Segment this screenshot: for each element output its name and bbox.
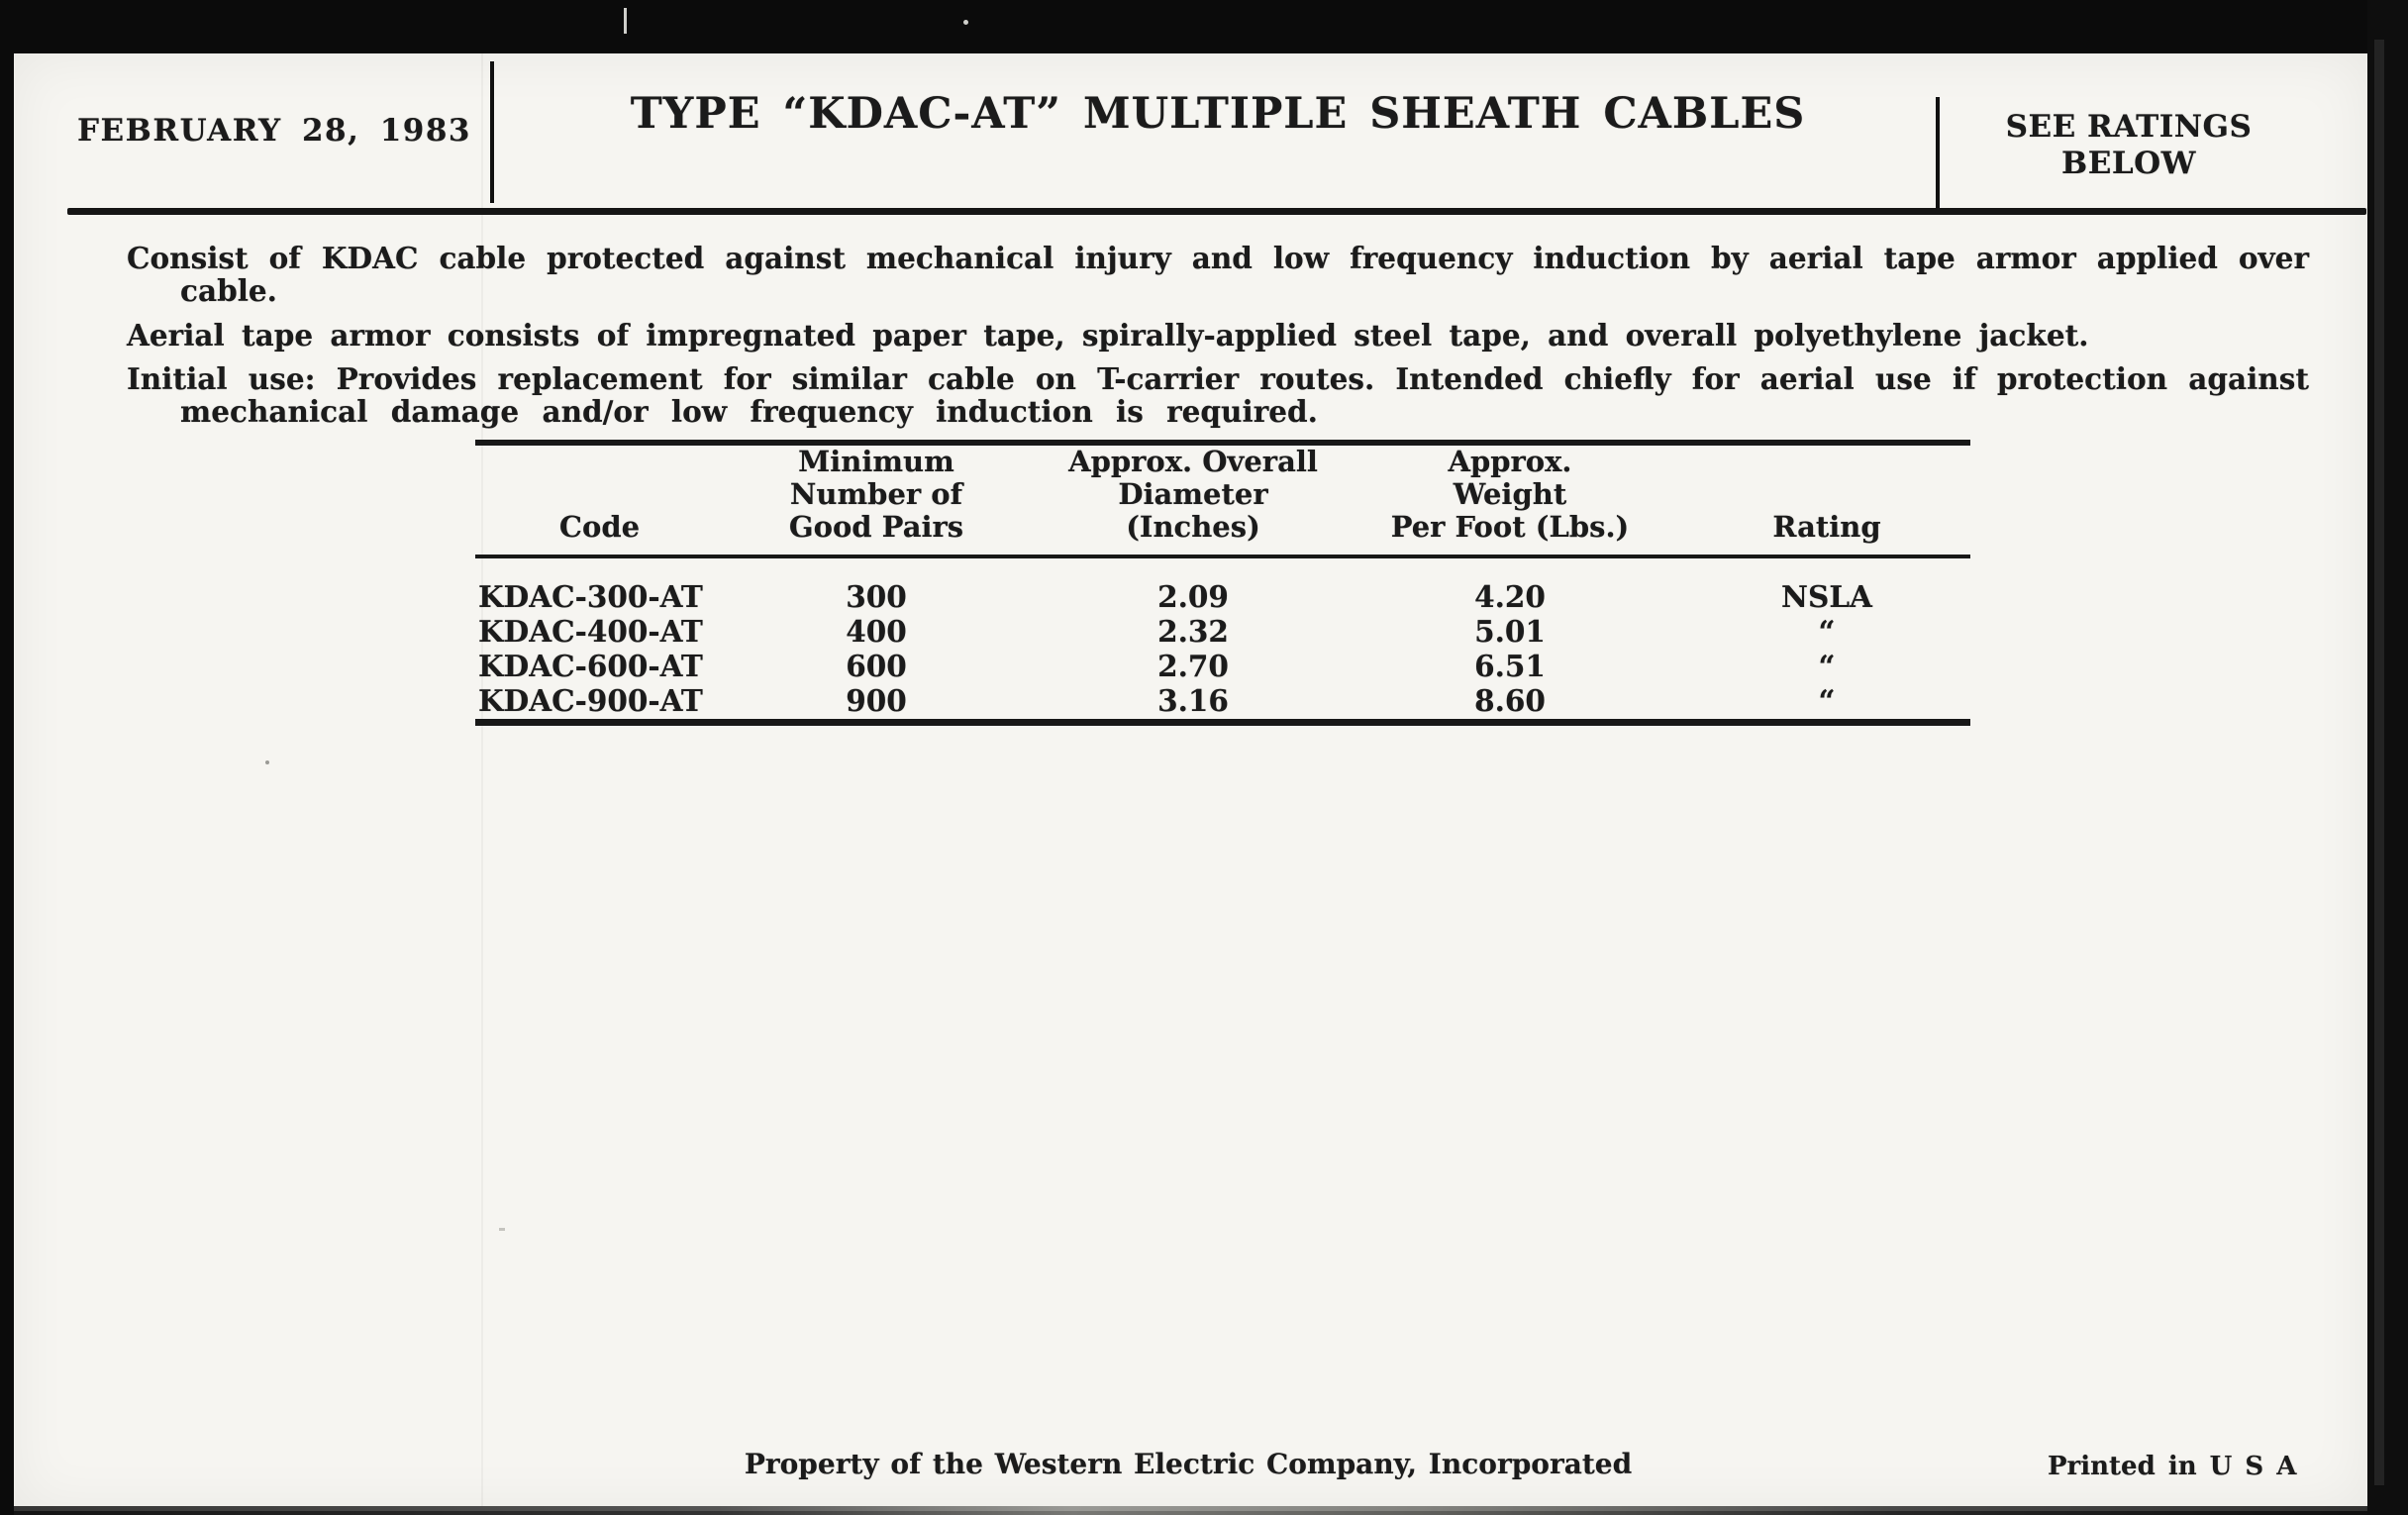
- scan-speck: [963, 20, 968, 25]
- table-rule-under-header: [475, 555, 1970, 558]
- scan-edge-right: [2367, 0, 2408, 1515]
- paragraph-description-line1: Consist of KDAC cable protected against …: [127, 241, 2309, 275]
- cell-code: KDAC-600-AT: [478, 649, 703, 683]
- cell-diameter: 3.16: [1157, 683, 1229, 718]
- cell-rating-ditto: “: [1818, 683, 1836, 718]
- cell-code: KDAC-400-AT: [478, 614, 703, 649]
- printed-in-usa: Printed in U S A: [2048, 1452, 2297, 1481]
- scan-speck: [265, 760, 269, 764]
- paragraph-description-line2: cable.: [180, 273, 277, 308]
- cell-rating-ditto: “: [1818, 649, 1836, 683]
- document-title: TYPE “KDAC-AT” MULTIPLE SHEATH CABLES: [630, 89, 1806, 139]
- table-rule-top: [475, 440, 1970, 446]
- cell-diameter: 2.32: [1157, 614, 1229, 649]
- table-rule-bottom: [475, 719, 1970, 726]
- cell-weight: 6.51: [1474, 649, 1546, 683]
- cell-rating-ditto: “: [1818, 614, 1836, 649]
- paragraph-initial-use-line2: mechanical damage and/or low frequency i…: [180, 394, 1318, 429]
- paragraph-armor: Aerial tape armor consists of impregnate…: [127, 318, 2089, 353]
- table-header-code: Code: [558, 510, 641, 544]
- table-header-rating: Rating: [1772, 510, 1881, 544]
- scan-edge-right-highlight: [2374, 40, 2384, 1485]
- table-header-diameter: Approx. Overall Diameter (Inches): [1068, 445, 1318, 544]
- ratings-note: SEE RATINGS BELOW: [2005, 109, 2253, 181]
- table-header-weight: Approx. Weight Per Foot (Lbs.): [1390, 445, 1630, 544]
- header-divider-left: [490, 61, 494, 203]
- table-header-good-pairs: Minimum Number of Good Pairs: [788, 445, 964, 544]
- property-notice: Property of the Western Electric Company…: [744, 1448, 1633, 1480]
- scan-speck: [499, 1228, 505, 1231]
- cell-code: KDAC-300-AT: [478, 579, 703, 614]
- cell-pairs: 900: [846, 683, 907, 718]
- cell-pairs: 600: [846, 649, 907, 683]
- header-divider-right: [1936, 97, 1940, 215]
- document-date: FEBRUARY 28, 1983: [77, 113, 471, 149]
- cell-diameter: 2.70: [1157, 649, 1229, 683]
- cell-rating: NSLA: [1781, 579, 1872, 614]
- cell-weight: 4.20: [1474, 579, 1546, 614]
- cell-code: KDAC-900-AT: [478, 683, 703, 718]
- paper-sheet: [14, 53, 2367, 1511]
- cell-weight: 8.60: [1474, 683, 1546, 718]
- cell-pairs: 400: [846, 614, 907, 649]
- cell-pairs: 300: [846, 579, 907, 614]
- scan-edge-bottom: [14, 1506, 2367, 1515]
- cell-diameter: 2.09: [1157, 579, 1229, 614]
- paragraph-initial-use-line1: Initial use: Provides replacement for si…: [127, 361, 2309, 396]
- cell-weight: 5.01: [1474, 614, 1546, 649]
- scan-speck: [624, 8, 627, 34]
- header-rule: [67, 208, 2366, 215]
